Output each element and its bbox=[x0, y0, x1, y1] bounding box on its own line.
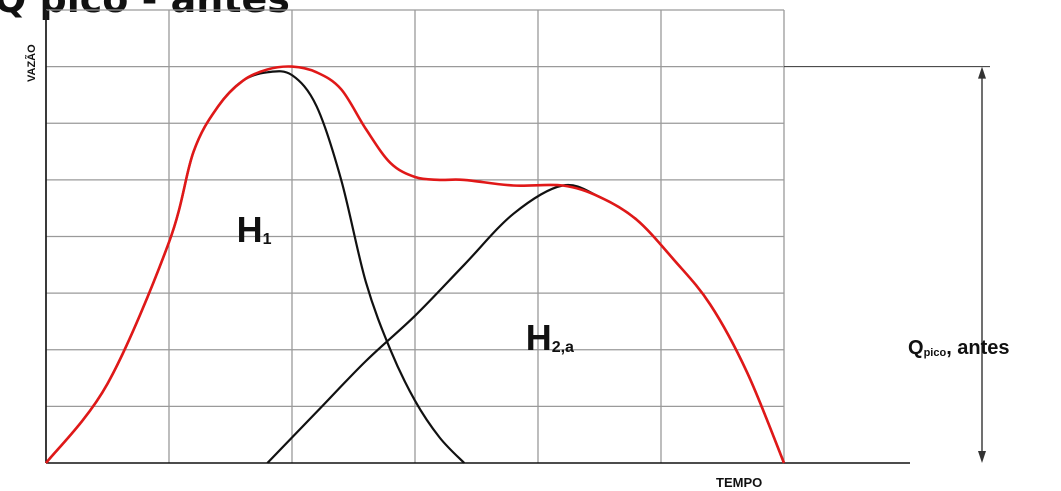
annotation-layer: Qpico, antes bbox=[784, 66, 1010, 463]
axes bbox=[45, 10, 910, 464]
peak-flow-label: Qpico, antes bbox=[908, 337, 1010, 359]
series-line-h1 bbox=[45, 70, 465, 464]
series-layer: H1 H2,a bbox=[44, 65, 786, 464]
grid bbox=[45, 9, 785, 463]
y-axis-label: VAZÃO bbox=[25, 44, 38, 82]
series-label-h2-a: H2,a bbox=[526, 317, 574, 358]
arrowhead-up-icon bbox=[978, 66, 986, 79]
series-label-h1: H1 bbox=[237, 209, 272, 250]
arrowhead-down-icon bbox=[978, 451, 986, 463]
series-line-2 bbox=[44, 65, 786, 464]
x-axis-label: TEMPO bbox=[716, 475, 762, 490]
